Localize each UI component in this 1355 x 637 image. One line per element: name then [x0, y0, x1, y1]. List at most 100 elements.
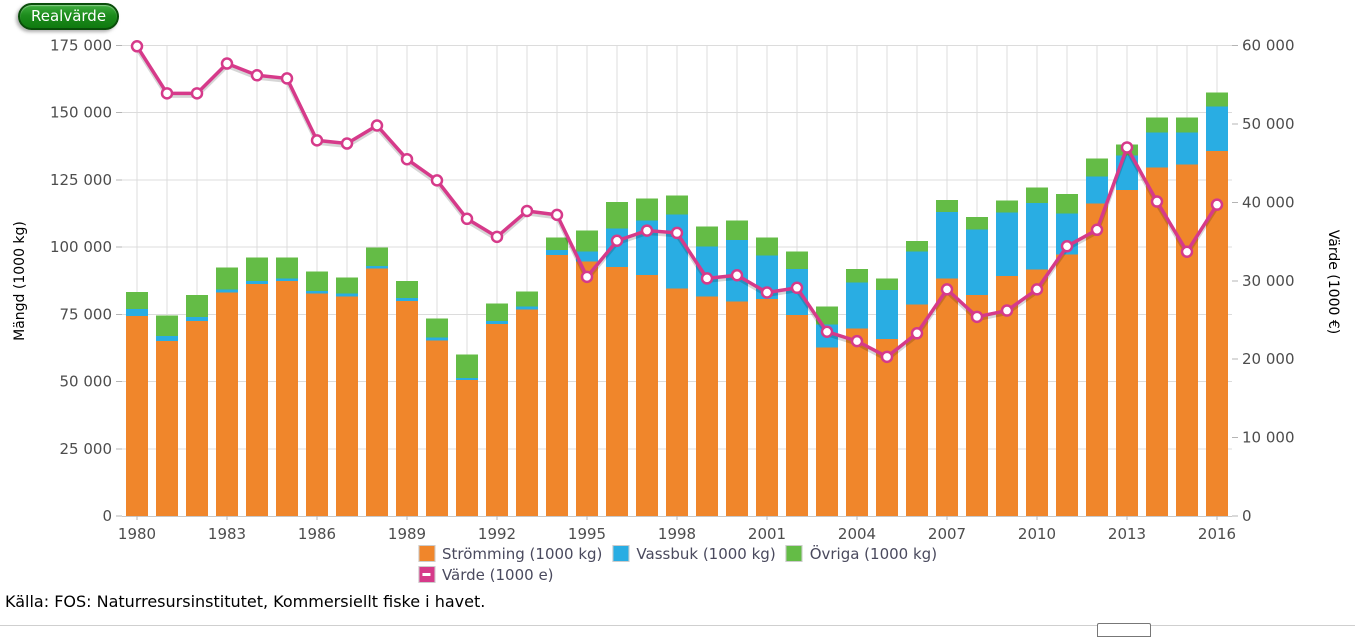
bottom-cropped-button[interactable] [1097, 623, 1151, 637]
bar-segment [426, 318, 448, 338]
value-line-marker [190, 87, 204, 100]
value-line-marker [1210, 198, 1224, 211]
value-line-marker [1000, 304, 1014, 317]
right-axis-tick-label: 10 000 [1242, 429, 1295, 447]
right-axis-tick-label: 20 000 [1242, 350, 1295, 368]
bar-segment [1086, 176, 1108, 204]
bar-segment [156, 340, 178, 516]
bar-segment [306, 271, 328, 291]
bar-segment [1056, 193, 1078, 214]
bar-segment [186, 320, 208, 516]
bar-segment [396, 298, 418, 301]
bar-segment [936, 212, 958, 279]
bar-segment [216, 289, 238, 293]
bar-segment [966, 216, 988, 230]
x-axis-tick-label: 1995 [568, 525, 606, 540]
legend-line-dash [421, 573, 430, 576]
realvarde-button[interactable]: Realvärde [18, 3, 120, 30]
bar-segment [576, 251, 598, 262]
bar-segment [546, 249, 568, 255]
value-line-marker [850, 334, 864, 348]
bar-segment [1146, 132, 1168, 168]
value-line-marker [580, 270, 594, 284]
x-axis-tick-label: 2010 [1018, 525, 1056, 540]
bar-segment [576, 230, 598, 252]
value-line-marker [1120, 141, 1134, 154]
bar-segment [1086, 158, 1108, 177]
bar-segment [1176, 164, 1198, 517]
bar-segment [726, 301, 748, 516]
value-line-marker [760, 286, 774, 299]
bar-segment [546, 237, 568, 250]
bar-segment [456, 377, 478, 381]
bar-segment [186, 294, 208, 318]
bar-segment [216, 292, 238, 516]
bar-segment [276, 281, 298, 516]
right-axis-tick-label: 60 000 [1242, 37, 1295, 55]
value-line-marker [490, 230, 504, 244]
bar-segment [456, 354, 478, 378]
left-axis-tick-label: 175 000 [50, 37, 112, 55]
value-line-marker [130, 40, 144, 53]
bar-segment [186, 317, 208, 321]
bar-segment [906, 304, 928, 516]
left-axis-tick-label: 0 [102, 507, 112, 525]
right-axis-title: Värde (1000 €) [1325, 230, 1341, 334]
value-line-marker [610, 234, 624, 248]
chart-legend: Strömming (1000 kg) Vassbuk (1000 kg) Öv… [417, 543, 937, 585]
bar-segment [936, 278, 958, 516]
value-line-marker [880, 350, 894, 364]
right-axis-tick-label: 30 000 [1242, 272, 1295, 290]
bar-segment [966, 294, 988, 516]
value-line-marker [640, 224, 654, 237]
legend-row-2: Värde (1000 e) [417, 564, 937, 585]
x-axis-tick-label: 1986 [298, 525, 336, 540]
bar-segment [336, 277, 358, 294]
bar-segment [1176, 132, 1198, 165]
bar-segment [516, 306, 538, 310]
bar-segment [606, 202, 628, 229]
bar-segment [966, 229, 988, 295]
x-axis-tick-label: 1992 [478, 525, 516, 540]
left-axis-tick-label: 100 000 [50, 238, 112, 256]
bar-segment [576, 261, 598, 516]
bar-segment [846, 268, 868, 283]
bar-segment [516, 291, 538, 307]
bar-segment [876, 278, 898, 291]
value-line-marker [1150, 195, 1164, 208]
left-axis-title: Mängd (1000 kg) [12, 221, 28, 341]
bottom-divider [0, 625, 1355, 626]
legend-label-stromming: Strömming (1000 kg) [441, 544, 603, 563]
right-axis-tick-label: 0 [1242, 507, 1252, 525]
bar-segment [546, 254, 568, 517]
right-axis-tick-label: 50 000 [1242, 115, 1295, 133]
left-axis-tick-label: 150 000 [50, 104, 112, 122]
bar-segment [996, 212, 1018, 276]
bar-segment [486, 320, 508, 324]
bar-segment [876, 290, 898, 340]
bar-segment [246, 257, 268, 282]
bar-segment [486, 323, 508, 516]
bar-segment [126, 315, 148, 516]
legend-label-varde: Värde (1000 e) [441, 565, 554, 584]
x-axis-tick-label: 1983 [208, 525, 246, 540]
value-line-marker [970, 310, 984, 324]
bar-segment [1146, 167, 1168, 516]
bar-segment [1026, 187, 1048, 203]
value-line-marker [820, 325, 834, 338]
legend-label-vassbuk: Vassbuk (1000 kg) [636, 544, 776, 563]
bar-segment [276, 257, 298, 279]
bar-segment [276, 278, 298, 282]
value-line-marker [460, 212, 474, 226]
bar-segment [1206, 106, 1228, 151]
legend-item-ovriga: Övriga (1000 kg) [785, 545, 937, 563]
value-line-marker [250, 69, 264, 82]
left-axis-tick-label: 50 000 [60, 373, 113, 391]
value-line-marker [550, 208, 564, 222]
bar-segment [846, 282, 868, 329]
x-axis-tick-label: 2013 [1108, 525, 1146, 540]
bar-segment [786, 314, 808, 516]
bar-segment [426, 340, 448, 516]
bar-segment [666, 288, 688, 516]
